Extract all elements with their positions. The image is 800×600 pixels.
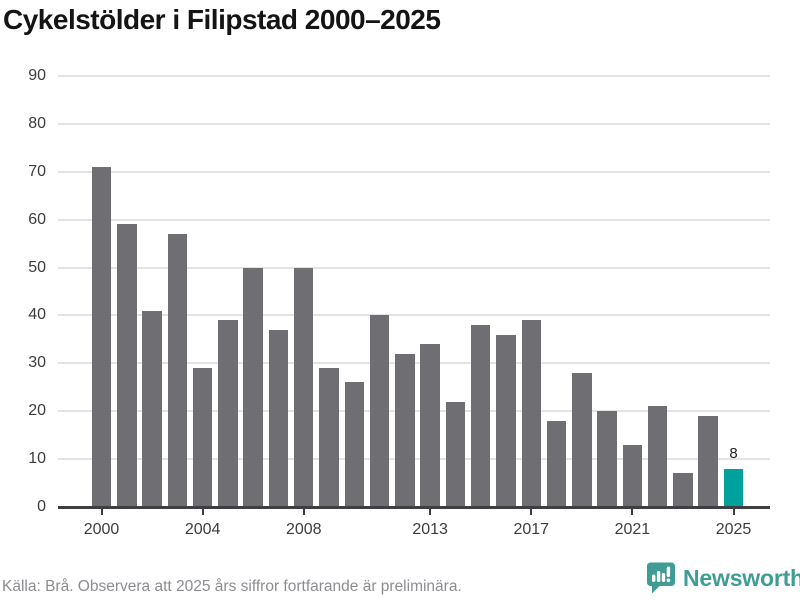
x-tick-2021 — [631, 507, 634, 515]
bar-2002 — [142, 310, 162, 507]
gridline-40 — [58, 314, 770, 317]
gridline-90 — [58, 75, 770, 77]
bar-2010 — [344, 382, 365, 507]
x-axis-label-2021: 2021 — [614, 521, 651, 538]
bar-2025 — [723, 468, 744, 507]
gridline-80 — [58, 122, 770, 125]
x-axis-label-2013: 2013 — [412, 521, 448, 538]
bar-2023 — [673, 473, 693, 507]
bar-2003 — [167, 234, 188, 507]
x-tick-2013 — [429, 507, 432, 515]
y-axis-label-80: 80 — [28, 114, 46, 132]
bar-2008 — [293, 267, 314, 507]
bar-2000 — [91, 166, 112, 507]
gridline-50 — [58, 266, 770, 269]
bar-2022 — [647, 406, 668, 507]
bar-2019 — [572, 372, 592, 507]
bar-2014 — [445, 401, 466, 507]
value-label-2025: 8 — [729, 444, 738, 462]
y-axis-label-50: 50 — [28, 258, 46, 276]
x-axis-label-2000: 2000 — [83, 521, 120, 538]
gridline-70 — [58, 170, 770, 173]
bar-2018 — [546, 420, 567, 507]
chart-title: Cykelstölder i Filipstad 2000–2025 — [3, 4, 441, 35]
bar-2006 — [243, 267, 263, 507]
source-note: Källa: Brå. Observera att 2025 års siffr… — [2, 578, 462, 595]
x-axis-label-2025: 2025 — [715, 521, 752, 538]
x-axis-line — [58, 505, 770, 509]
x-tick-2017 — [530, 507, 533, 515]
bar-2015 — [470, 325, 491, 507]
y-axis-label-70: 70 — [28, 162, 46, 180]
x-tick-2008 — [302, 507, 305, 515]
x-tick-2025 — [732, 507, 735, 515]
x-tick-2000 — [100, 507, 103, 515]
x-axis-label-2008: 2008 — [285, 521, 322, 538]
x-axis-label-2017: 2017 — [513, 521, 550, 538]
newsworthy-logo: Newsworthy — [645, 561, 800, 595]
bar-2011 — [369, 315, 390, 507]
y-axis-label-0: 0 — [37, 498, 46, 515]
bar-2012 — [395, 353, 415, 507]
bar-2016 — [496, 334, 516, 507]
bar-2007 — [268, 329, 289, 507]
y-axis-label-40: 40 — [28, 306, 46, 324]
newsworthy-wordmark: Newsworthy — [683, 564, 800, 591]
bar-2009 — [319, 368, 339, 507]
bar-2020 — [597, 411, 617, 507]
y-axis-label-90: 90 — [28, 67, 46, 84]
bar-2004 — [192, 368, 213, 507]
bar-2001 — [117, 224, 137, 507]
bar-2024 — [698, 416, 718, 507]
x-tick-2004 — [201, 507, 204, 515]
y-axis-label-10: 10 — [28, 450, 46, 468]
bar-2013 — [420, 344, 440, 507]
newsworthy-bubble-chart-icon — [645, 561, 677, 595]
bar-2021 — [622, 444, 643, 507]
y-axis-label-60: 60 — [28, 210, 46, 228]
x-axis-label-2004: 2004 — [184, 521, 221, 538]
y-axis-label-20: 20 — [28, 402, 46, 420]
bar-2017 — [521, 320, 541, 507]
gridline-60 — [58, 218, 770, 221]
bar-2005 — [218, 320, 238, 507]
y-axis-label-30: 30 — [28, 354, 46, 372]
